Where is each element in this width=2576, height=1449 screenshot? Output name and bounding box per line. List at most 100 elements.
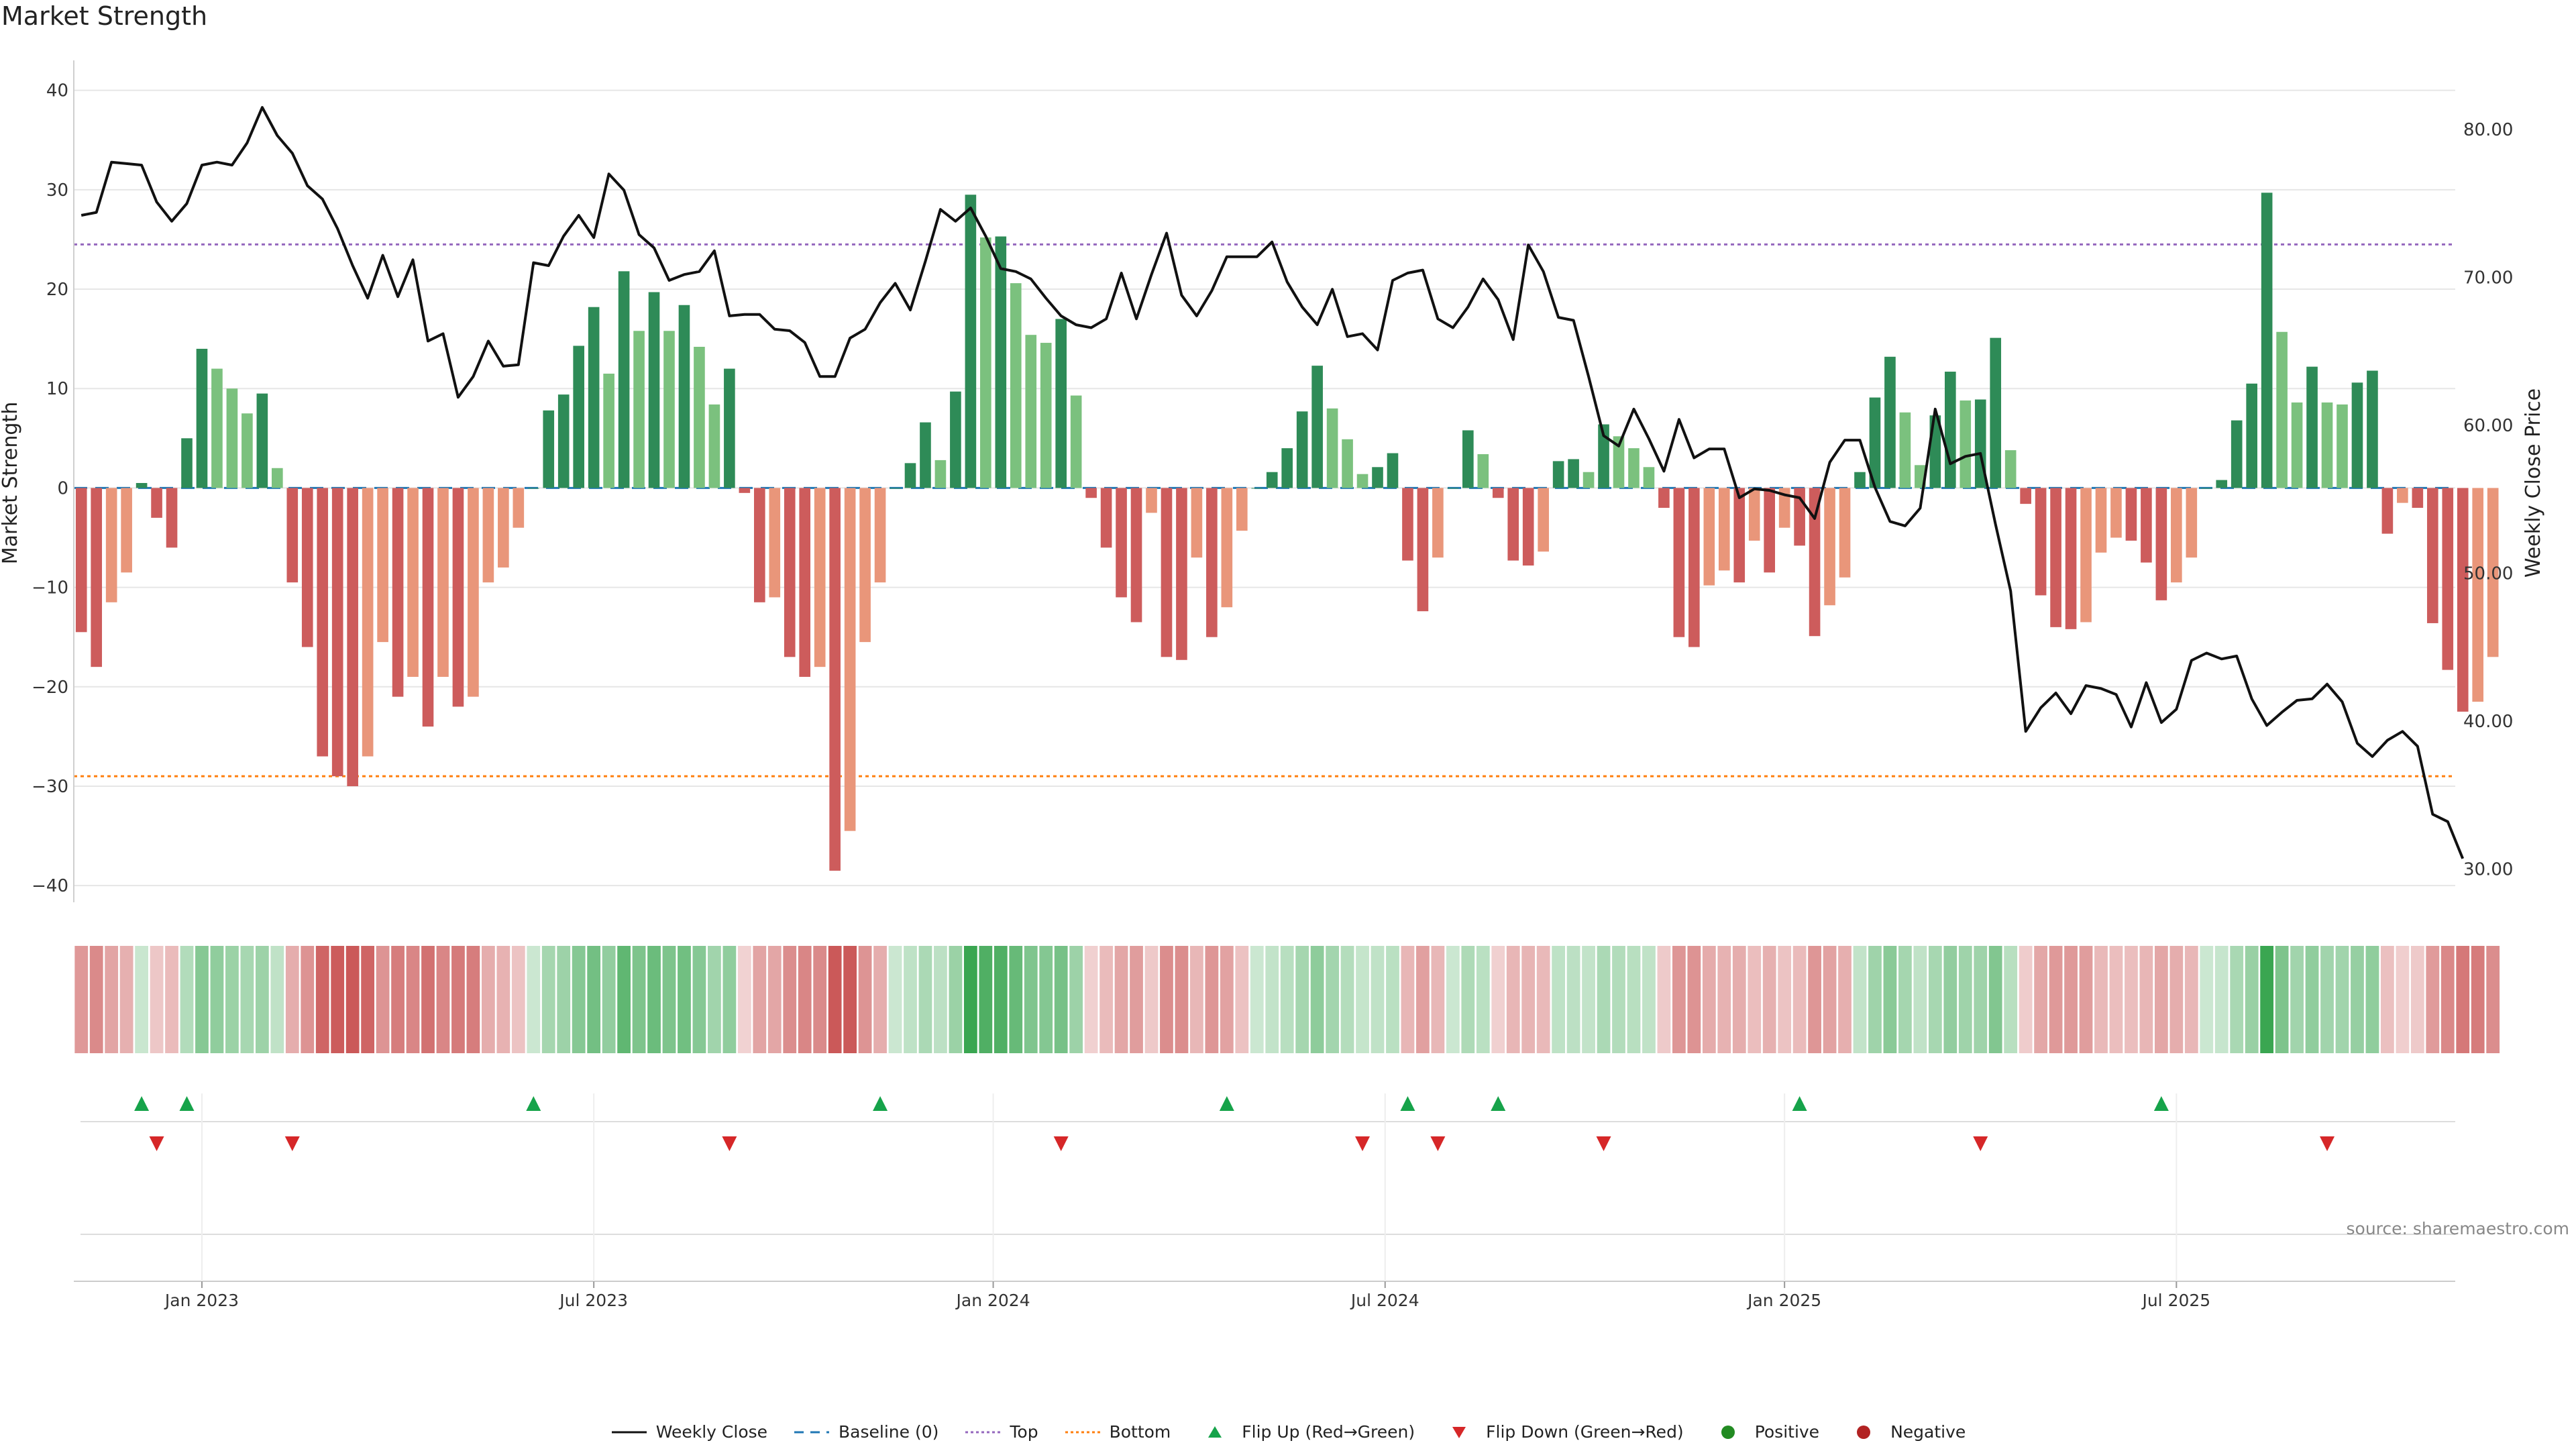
strength-bar [1432,488,1444,558]
heat-cell [918,946,932,1053]
heat-cell [783,946,797,1053]
heat-cell [345,946,360,1053]
strength-bar [2186,488,2198,558]
strength-bar [75,488,87,633]
heat-cell [1114,946,1128,1053]
legend: Weekly Close Baseline (0) Top Bottom Flip Up… [0,1422,2576,1442]
x-tick-label: Jul 2023 [558,1291,628,1310]
legend-swatch-icon [1857,1425,1871,1439]
heat-cell [632,946,646,1053]
heat-cell [963,946,977,1053]
heat-cell [1446,946,1460,1053]
heat-cell [2275,946,2289,1053]
strength-bar [1718,488,1730,571]
strength-bar [1191,488,1203,558]
legend-item: Bottom [1064,1422,1171,1442]
heat-cell [511,946,525,1053]
flip-down-marker [1596,1136,1611,1151]
strength-bar [2065,488,2077,629]
strength-bar [1085,488,1097,498]
heat-cell [2064,946,2078,1053]
heat-cell [195,946,209,1053]
heat-cell [1326,946,1339,1053]
strength-bar [1402,488,1413,561]
heat-cell [1612,946,1625,1053]
strength-bar [965,195,977,488]
heat-cell [737,946,751,1053]
strength-bar [181,438,193,488]
strength-bar [2095,488,2107,553]
strength-bar [2276,331,2288,488]
x-tick-label: Jul 2025 [2141,1291,2210,1310]
strength-bar [1356,474,1368,488]
heat-cell [210,946,224,1053]
strength-bar [2291,402,2303,488]
heat-cell [2396,946,2410,1053]
heat-cell [1461,946,1475,1053]
heat-cell [692,946,706,1053]
strength-bar [648,292,660,488]
heat-cell [828,946,842,1053]
heat-cell [1958,946,1972,1053]
strength-bar [2125,488,2137,541]
y2-tick-label: 80.00 [2463,120,2513,140]
legend-swatch-icon [1721,1425,1735,1439]
strength-bar [105,488,117,602]
heat-cell [527,946,541,1053]
strength-bar [331,488,343,777]
flip-up-marker [1792,1096,1807,1111]
legend-swatch-icon [1452,1426,1466,1438]
strength-bar [1206,488,1218,637]
strength-bar [1990,337,2002,488]
strength-bar [874,488,886,583]
heat-cell [708,946,721,1053]
strength-bar [2020,488,2031,504]
heat-cell [994,946,1008,1053]
strength-bar [2035,488,2047,596]
legend-item: Top [964,1422,1038,1442]
strength-bar [422,488,434,727]
strength-bar [166,488,178,548]
strength-bar [603,373,614,488]
strength-bar [995,236,1007,488]
heat-cell [406,946,420,1053]
heat-cell [1672,946,1686,1053]
heat-cell [1732,946,1746,1053]
y2-tick-label: 40.00 [2463,712,2513,732]
legend-label: Top [1010,1422,1038,1442]
strength-bar [1372,467,1383,488]
heat-cell [105,946,119,1053]
heat-cell [1099,946,1113,1053]
heat-cell [557,946,571,1053]
strength-bar [1387,453,1399,488]
strength-bar [844,488,856,831]
strength-bar [1658,488,1670,508]
strength-bar [241,413,253,488]
strength-bar [1281,448,1293,488]
legend-label: Positive [1754,1422,1820,1442]
heat-cell [1160,946,1173,1053]
flip-down-marker [1973,1136,1988,1151]
strength-bar [1070,395,1082,488]
heat-cell [1883,946,1897,1053]
strength-bar [1055,319,1067,488]
heat-cell [1416,946,1430,1053]
heat-cell [315,946,329,1053]
y-tick-label: −30 [32,777,68,797]
heat-cell [1009,946,1023,1053]
heat-cell [1190,946,1203,1053]
heat-cell [1762,946,1776,1053]
heat-cell [451,946,465,1053]
strength-bar [784,488,796,657]
strength-bar [2397,488,2408,503]
weekly-close-series [80,106,2465,859]
y2-tick-label: 30.00 [2463,859,2513,879]
strength-bar [286,488,299,583]
flip-down-marker [1053,1136,1069,1151]
heat-cell [1371,946,1385,1053]
heat-cell [1401,946,1415,1053]
heat-cell [466,946,480,1053]
x-tick-label: Jan 2025 [1746,1291,1821,1310]
strength-bar [814,488,826,667]
strength-bar [2050,488,2061,627]
